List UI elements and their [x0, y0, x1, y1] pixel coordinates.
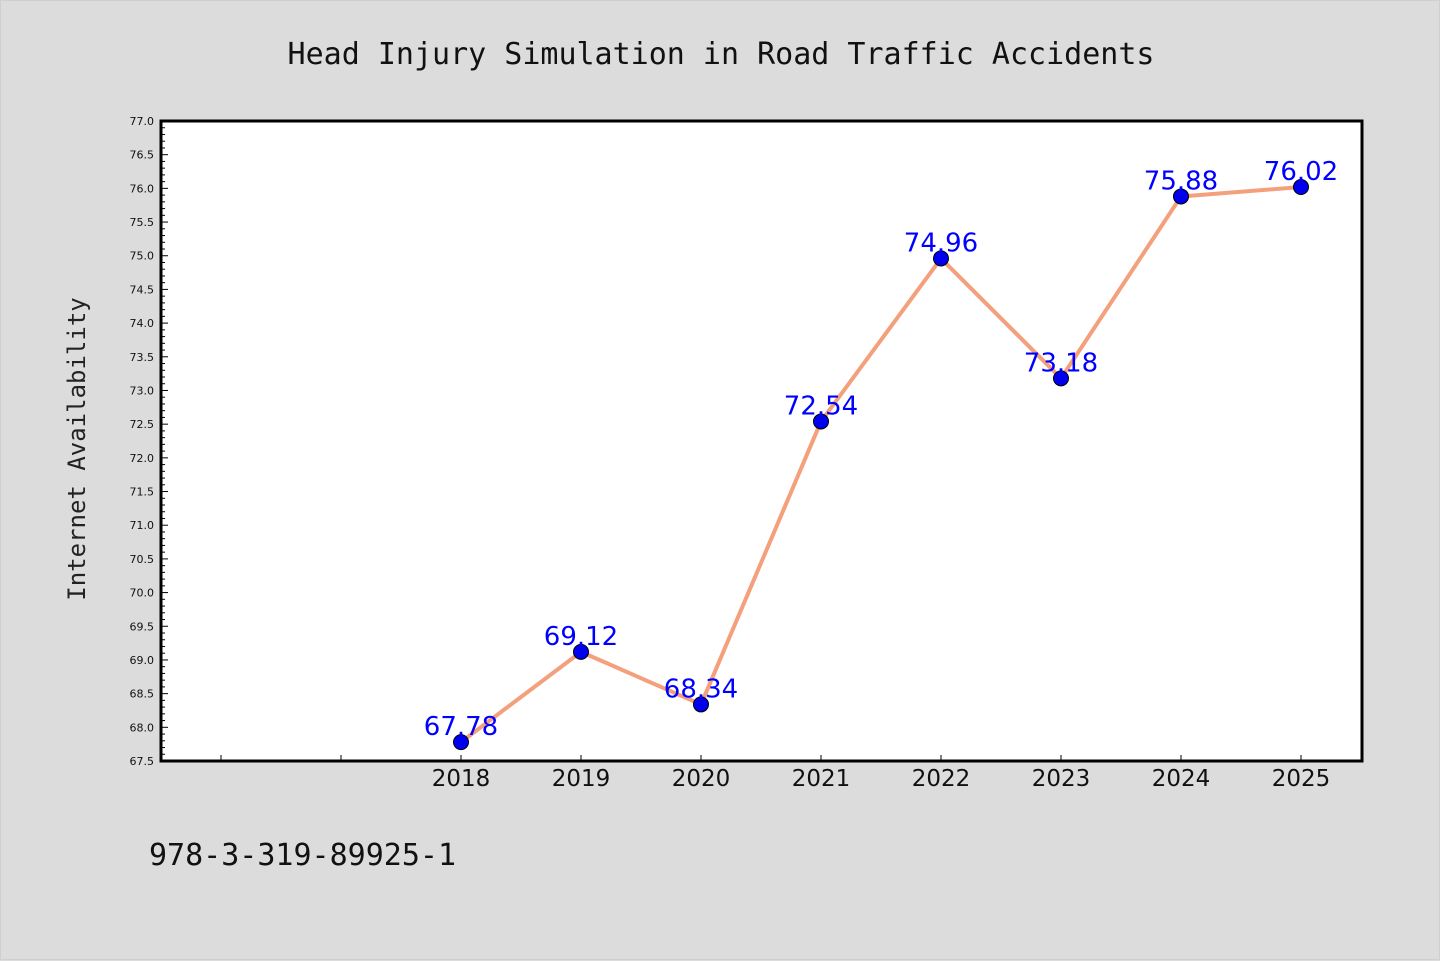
y-tick-label: 71.5: [130, 486, 155, 499]
y-tick-label: 68.5: [130, 688, 155, 701]
data-label: 72.54: [784, 391, 858, 421]
x-tick-label: 2023: [1032, 766, 1091, 792]
y-tick-label: 74.5: [130, 283, 155, 296]
y-tick-label: 76.5: [130, 149, 155, 162]
x-tick-label: 2020: [672, 766, 731, 792]
data-point: [933, 250, 949, 267]
y-tick-label: 70.5: [130, 553, 155, 566]
x-axis: 2018 2019 2020 2021 2022 2023 2024 2025: [220, 755, 1331, 792]
x-tick-label: 2021: [792, 766, 851, 792]
y-tick-label: 67.5: [130, 755, 155, 768]
y-tick-label: 72.5: [130, 418, 155, 431]
x-tick-label: 2025: [1272, 766, 1331, 792]
y-tick-label: 74.0: [130, 317, 155, 330]
data-label: 67.78: [424, 712, 498, 742]
y-tick-label: 71.0: [130, 519, 155, 532]
y-tick-label: 75.5: [130, 216, 155, 229]
data-label: 73.18: [1024, 348, 1098, 378]
y-tick-label: 73.0: [130, 384, 155, 397]
data-point: [1053, 370, 1069, 387]
data-label: 75.88: [1144, 166, 1218, 196]
data-point: [573, 643, 589, 660]
y-axis-label: Internet Availability: [63, 297, 91, 600]
y-tick-label: 70.0: [130, 587, 155, 600]
data-label: 76.02: [1264, 157, 1338, 187]
y-tick-label: 73.5: [130, 351, 155, 364]
data-label: 68.34: [664, 674, 738, 704]
data-series: 67.78 69.12 68.34 72.54 74.96 73.18 75.88 76.02: [424, 157, 1338, 751]
data-point: [1173, 188, 1189, 205]
x-tick-label: 2022: [912, 766, 971, 792]
chart-title: Head Injury Simulation in Road Traffic A…: [288, 37, 1155, 72]
data-label: 74.96: [904, 228, 978, 258]
x-tick-label: 2024: [1152, 766, 1211, 792]
y-axis: 67.5 68.0 68.5 69.0 69.5 70.0 70.5 71.0 71.5 72.0…: [130, 115, 168, 768]
data-point: [813, 413, 829, 430]
data-label: 69.12: [544, 622, 618, 652]
series-line: [459, 185, 1302, 744]
y-tick-label: 76.0: [130, 182, 155, 195]
y-tick-label: 72.0: [130, 452, 155, 465]
data-point: [1293, 179, 1309, 196]
x-tick-label: 2018: [432, 766, 491, 792]
data-point: [693, 696, 709, 713]
data-point: [453, 734, 469, 751]
y-tick-label: 77.0: [130, 115, 155, 128]
y-tick-label: 69.0: [130, 654, 155, 667]
footnote-isbn: 978-3-319-89925-1: [149, 838, 456, 873]
plot-area: [159, 119, 1364, 763]
y-tick-label: 69.5: [130, 620, 155, 633]
y-tick-label: 68.0: [130, 721, 155, 734]
x-tick-label: 2019: [552, 766, 611, 792]
y-tick-label: 75.0: [130, 250, 155, 263]
